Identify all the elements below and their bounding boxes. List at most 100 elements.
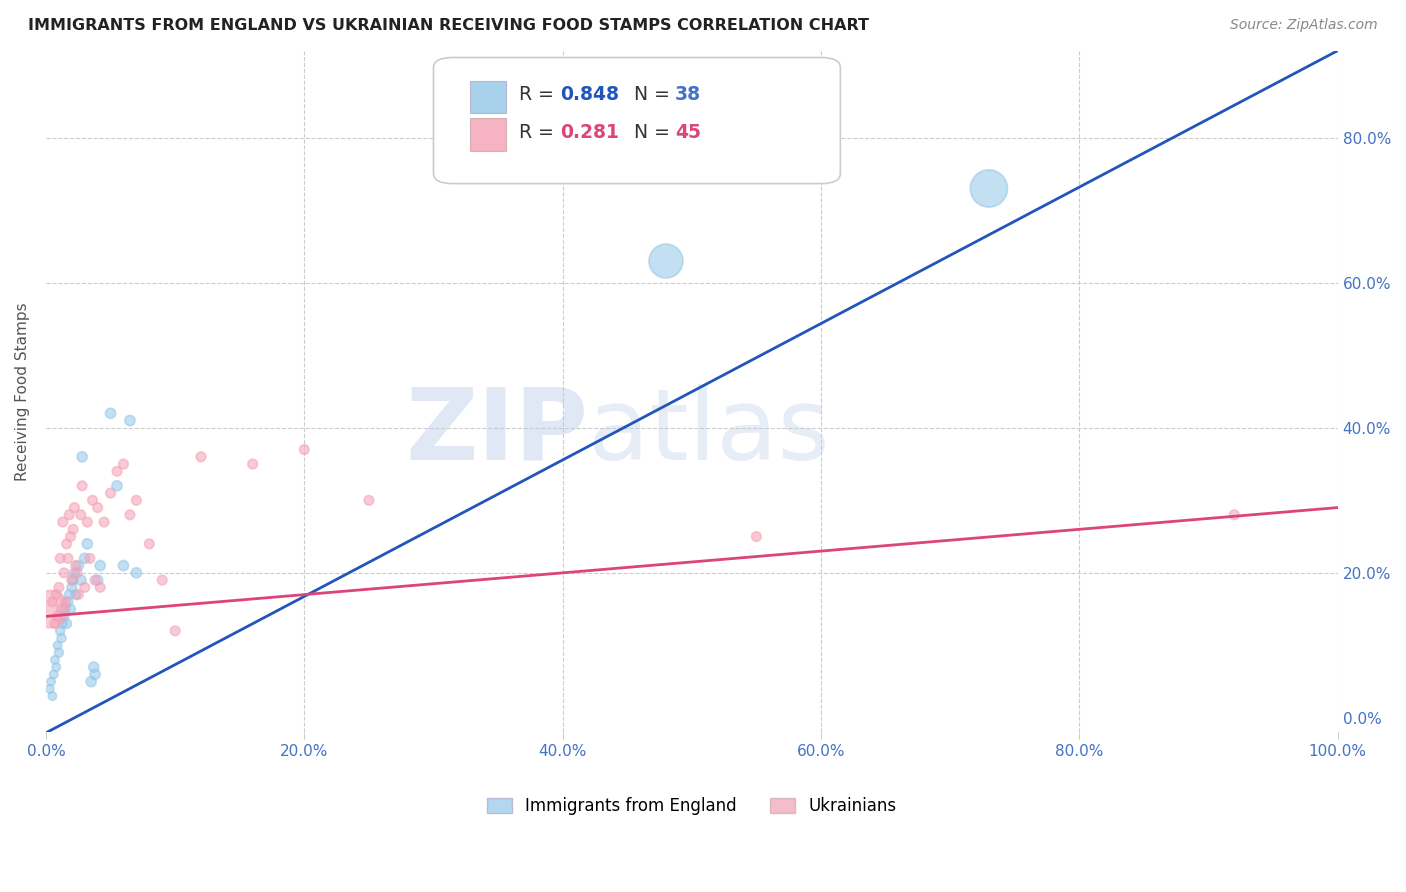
Point bbox=[67, 558, 90, 573]
Point bbox=[53, 566, 76, 580]
Point bbox=[44, 653, 66, 667]
Point bbox=[52, 515, 75, 529]
Point bbox=[41, 689, 63, 703]
Point bbox=[55, 616, 77, 631]
Point bbox=[59, 602, 82, 616]
Point bbox=[41, 595, 63, 609]
Point bbox=[84, 667, 107, 681]
Point bbox=[65, 588, 87, 602]
Text: Source: ZipAtlas.com: Source: ZipAtlas.com bbox=[1230, 18, 1378, 32]
Point bbox=[86, 573, 108, 587]
Point bbox=[45, 660, 67, 674]
Point bbox=[39, 674, 62, 689]
Point bbox=[89, 558, 111, 573]
Point bbox=[1223, 508, 1246, 522]
Text: 38: 38 bbox=[675, 86, 702, 104]
Point bbox=[62, 522, 84, 536]
Point bbox=[80, 674, 103, 689]
Text: ZIP: ZIP bbox=[405, 384, 589, 481]
Text: N =: N = bbox=[634, 86, 675, 104]
Point bbox=[82, 493, 104, 508]
Point bbox=[655, 254, 678, 268]
Point bbox=[60, 573, 83, 587]
Point bbox=[46, 639, 69, 653]
Point bbox=[125, 493, 148, 508]
Point bbox=[53, 602, 76, 616]
Point bbox=[165, 624, 187, 638]
Point bbox=[46, 609, 69, 624]
Legend: Immigrants from England, Ukrainians: Immigrants from England, Ukrainians bbox=[478, 789, 905, 823]
Point bbox=[51, 602, 73, 616]
Point bbox=[53, 595, 76, 609]
Point bbox=[59, 530, 82, 544]
Point bbox=[89, 580, 111, 594]
Point bbox=[242, 457, 264, 471]
Point bbox=[70, 573, 93, 587]
FancyBboxPatch shape bbox=[470, 80, 506, 113]
Point bbox=[49, 624, 72, 638]
Point bbox=[190, 450, 212, 464]
Text: IMMIGRANTS FROM ENGLAND VS UKRAINIAN RECEIVING FOOD STAMPS CORRELATION CHART: IMMIGRANTS FROM ENGLAND VS UKRAINIAN REC… bbox=[28, 18, 869, 33]
Point bbox=[84, 573, 107, 587]
Point bbox=[76, 537, 98, 551]
Point bbox=[83, 660, 105, 674]
Point bbox=[42, 667, 65, 681]
FancyBboxPatch shape bbox=[433, 57, 841, 184]
Point bbox=[100, 406, 122, 420]
Point bbox=[79, 551, 101, 566]
Point bbox=[76, 515, 98, 529]
Point bbox=[70, 450, 93, 464]
FancyBboxPatch shape bbox=[470, 118, 506, 151]
Point bbox=[93, 515, 115, 529]
Point bbox=[38, 681, 60, 696]
Point bbox=[65, 558, 87, 573]
Y-axis label: Receiving Food Stamps: Receiving Food Stamps bbox=[15, 302, 30, 481]
Point bbox=[70, 479, 93, 493]
Point bbox=[70, 508, 93, 522]
Point bbox=[60, 580, 83, 594]
Text: R =: R = bbox=[519, 123, 560, 142]
Point bbox=[105, 479, 128, 493]
Point bbox=[62, 573, 84, 587]
Point bbox=[58, 588, 80, 602]
Point bbox=[38, 602, 60, 616]
Point bbox=[58, 508, 80, 522]
Point bbox=[150, 573, 173, 587]
Point bbox=[86, 500, 108, 515]
Point bbox=[52, 616, 75, 631]
Point bbox=[745, 530, 768, 544]
Point bbox=[105, 464, 128, 478]
Point bbox=[63, 500, 86, 515]
Text: 0.848: 0.848 bbox=[560, 86, 619, 104]
Point bbox=[56, 595, 79, 609]
Point bbox=[56, 551, 79, 566]
Text: 0.281: 0.281 bbox=[560, 123, 619, 142]
Point bbox=[138, 537, 160, 551]
Point bbox=[118, 413, 141, 427]
Point bbox=[63, 566, 86, 580]
Point bbox=[55, 537, 77, 551]
Text: 45: 45 bbox=[675, 123, 702, 142]
Point bbox=[45, 588, 67, 602]
Point bbox=[125, 566, 148, 580]
Point bbox=[67, 588, 90, 602]
Point bbox=[49, 551, 72, 566]
Point bbox=[66, 566, 89, 580]
Point bbox=[118, 508, 141, 522]
Text: N =: N = bbox=[634, 123, 675, 142]
Point bbox=[48, 580, 70, 594]
Point bbox=[357, 493, 380, 508]
Point bbox=[100, 486, 122, 500]
Point bbox=[44, 616, 66, 631]
Point bbox=[53, 609, 76, 624]
Point bbox=[73, 551, 96, 566]
Text: atlas: atlas bbox=[589, 384, 830, 481]
Point bbox=[48, 646, 70, 660]
Point bbox=[977, 181, 1000, 195]
Point bbox=[112, 558, 135, 573]
Point bbox=[73, 580, 96, 594]
Text: R =: R = bbox=[519, 86, 560, 104]
Point bbox=[112, 457, 135, 471]
Point bbox=[51, 631, 73, 645]
Point bbox=[292, 442, 315, 457]
